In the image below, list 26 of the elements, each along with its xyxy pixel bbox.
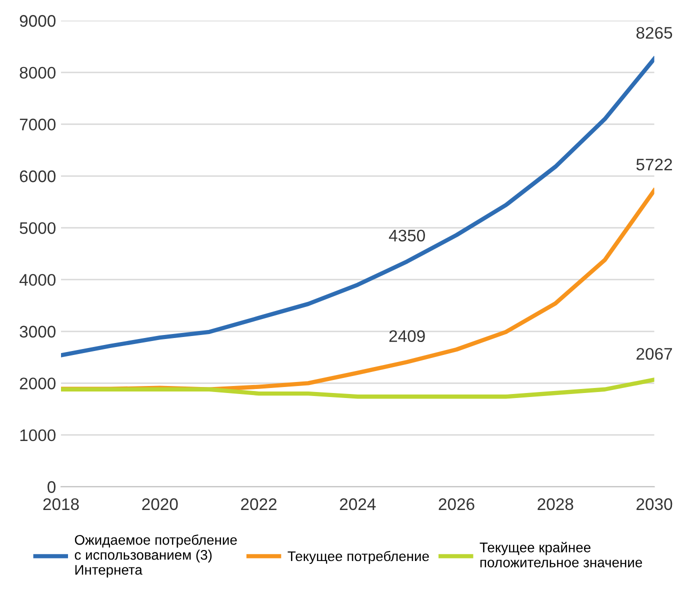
y-tick-label: 1000 [20,429,56,442]
y-tick-label: 5000 [20,222,56,234]
y-tick-label: 3000 [20,326,56,338]
y-tick-label: 4000 [19,274,56,286]
legend-label: Ожидаемое потребление с использованием (3) Интернета [74,534,237,578]
data-label: 5722 [636,158,672,170]
legend-label: Текущее крайнее положительное значение [480,542,642,568]
x-tick-label: 2024 [340,498,376,510]
data-label: 2067 [636,348,672,360]
data-label: 8265 [636,26,672,39]
line-series [61,378,654,399]
y-tick-label: 8000 [20,66,56,79]
legend-label: Текущее потребление [288,550,429,564]
x-tick-label: 2020 [142,498,178,510]
x-tick-label: 2030 [636,498,672,510]
y-tick-label: 9000 [20,15,56,27]
data-label: 4350 [388,230,425,242]
y-tick-label: 0 [48,481,56,493]
x-tick-label: 2022 [241,498,276,510]
x-tick-label: 2018 [43,498,79,510]
y-tick-label: 7000 [20,118,56,130]
x-tick-label: 2028 [538,498,574,510]
x-tick-label: 2026 [438,498,474,510]
y-tick-label: 2000 [20,378,56,390]
data-label: 2409 [389,330,425,342]
y-tick-label: 6000 [20,170,56,182]
